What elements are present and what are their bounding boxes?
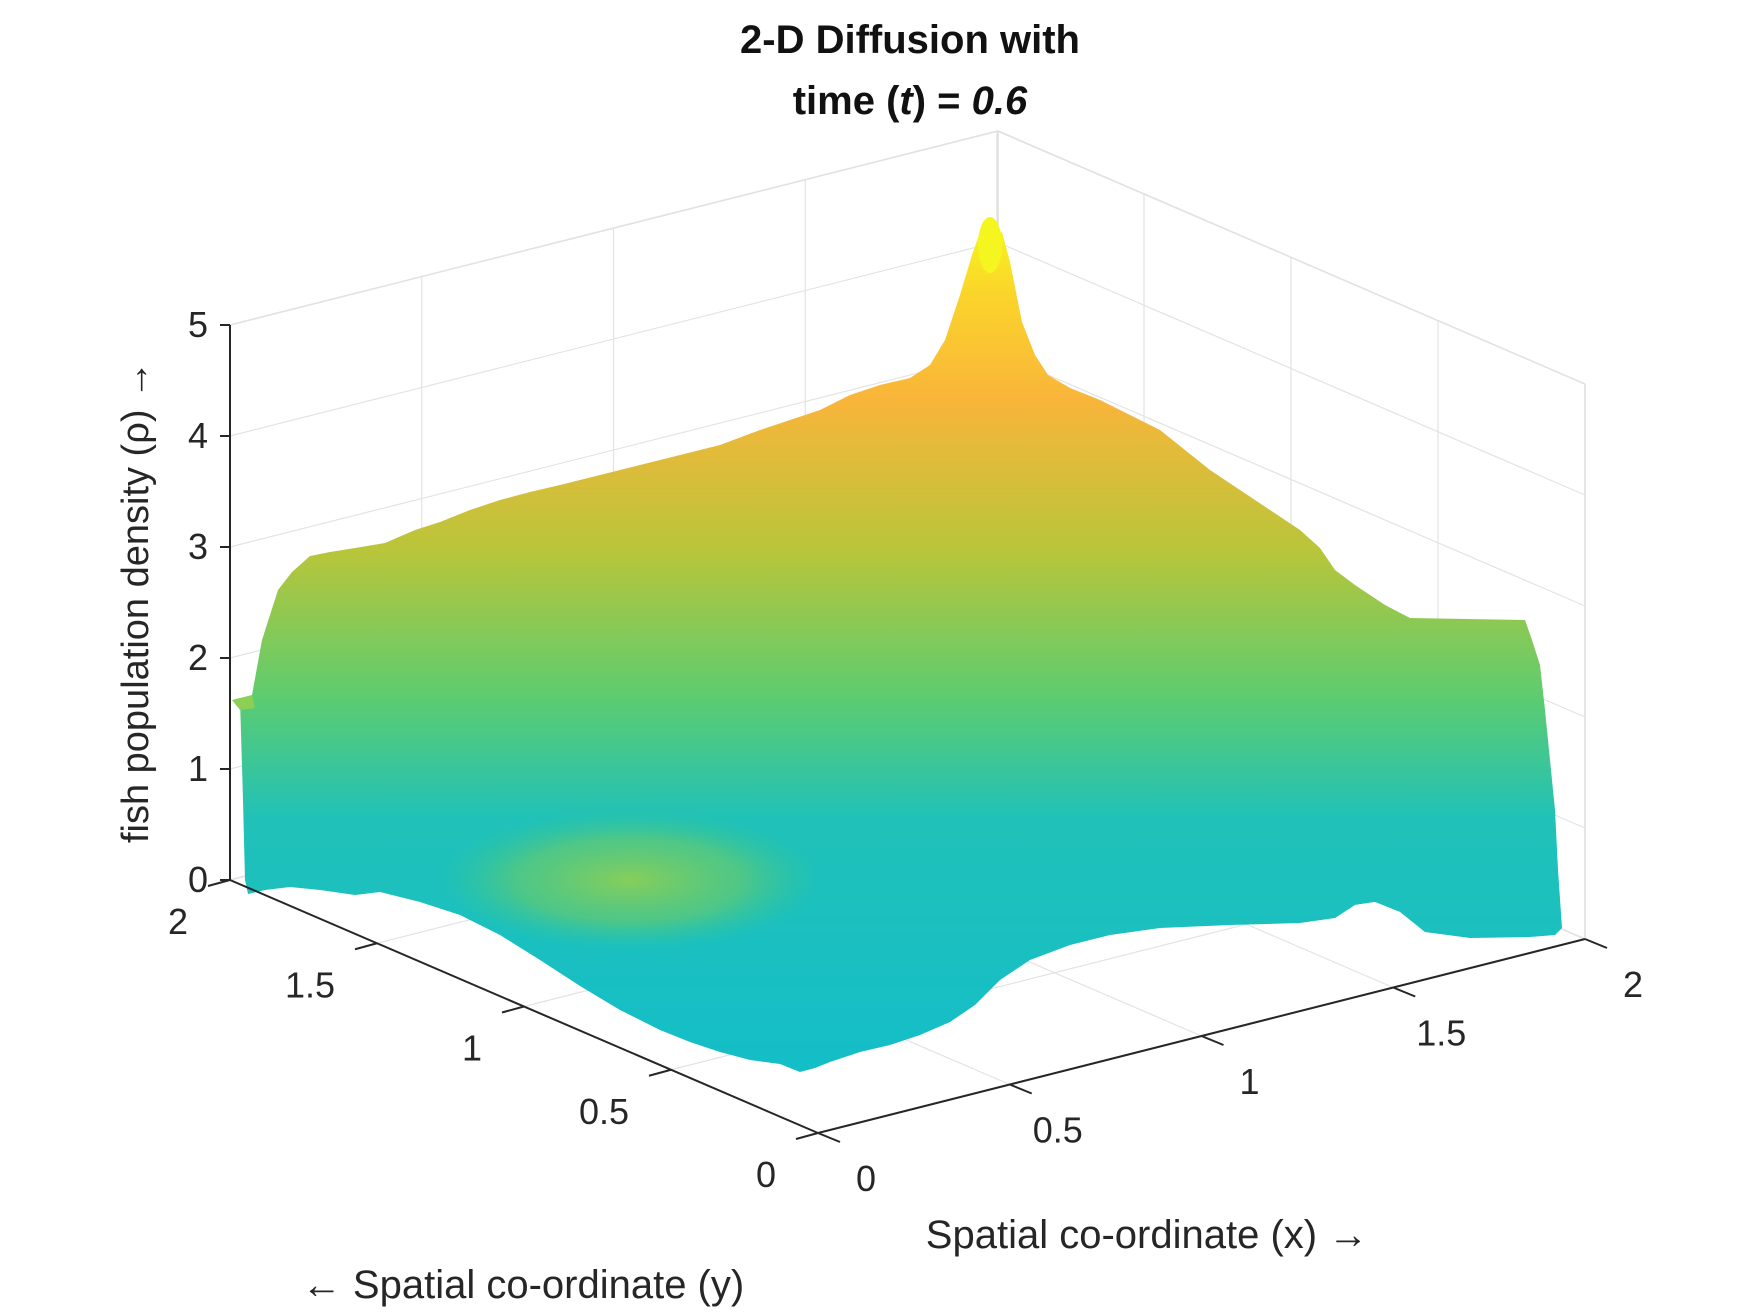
chart-title-line2: time (t) = 0.6 <box>560 81 1260 121</box>
x-tick-1 <box>1009 1083 1033 1095</box>
surface-white-notch <box>1355 902 1410 938</box>
z-tick-label-2: 2 <box>188 637 208 678</box>
surface-left-spike <box>232 695 255 710</box>
surface-bump <box>440 810 820 950</box>
x-tick-label-2: 1 <box>1239 1061 1259 1102</box>
surface-peak-highlight <box>978 217 1002 273</box>
z-tick-label-4: 4 <box>188 415 208 456</box>
z-axis-label: fish population density (ρ) → <box>115 361 157 843</box>
y-tick-4 <box>207 879 231 887</box>
y-tick-0 <box>795 1132 819 1140</box>
title-variable: t <box>899 79 913 123</box>
z-tick-label-0: 0 <box>188 859 208 900</box>
x-tick-2 <box>1201 1035 1224 1046</box>
x-tick-3 <box>1392 986 1416 998</box>
y-tick-label-1: 0.5 <box>579 1091 629 1132</box>
z-tick-label-1: 1 <box>188 748 208 789</box>
x-tick-4 <box>1584 938 1608 949</box>
x-axis-label: Spatial co-ordinate (x) → <box>926 1213 1368 1257</box>
x-tick-label-4: 2 <box>1623 964 1643 1005</box>
x-tick-label-3: 1.5 <box>1416 1013 1466 1054</box>
title-value: 0.6 <box>971 79 1028 123</box>
y-tick-2 <box>501 1005 525 1014</box>
y-tick-label-0: 0 <box>756 1154 776 1195</box>
density-surface <box>232 217 1562 1072</box>
surface-left-face <box>240 230 1562 1072</box>
x-tick-label-1: 0.5 <box>1033 1110 1083 1151</box>
title-prefix: time ( <box>792 79 900 123</box>
z-tick-label-5: 5 <box>188 304 208 345</box>
y-tick-3 <box>354 942 378 951</box>
y-tick-1 <box>648 1068 672 1077</box>
z-tick-label-3: 3 <box>188 526 208 567</box>
x-tick-label-0: 0 <box>856 1158 876 1199</box>
y-axis-label: ← Spatial co-ordinate (y) <box>302 1263 744 1307</box>
y-tick-label-2: 1 <box>462 1028 482 1069</box>
chart-title-line1: 2-D Diffusion with <box>740 18 1080 62</box>
tick-marks <box>207 324 1608 1143</box>
y-tick-label-4: 2 <box>168 901 188 942</box>
title-mid: ) = <box>912 79 972 123</box>
y-tick-label-3: 1.5 <box>285 964 335 1005</box>
x-tick-0 <box>817 1132 841 1143</box>
